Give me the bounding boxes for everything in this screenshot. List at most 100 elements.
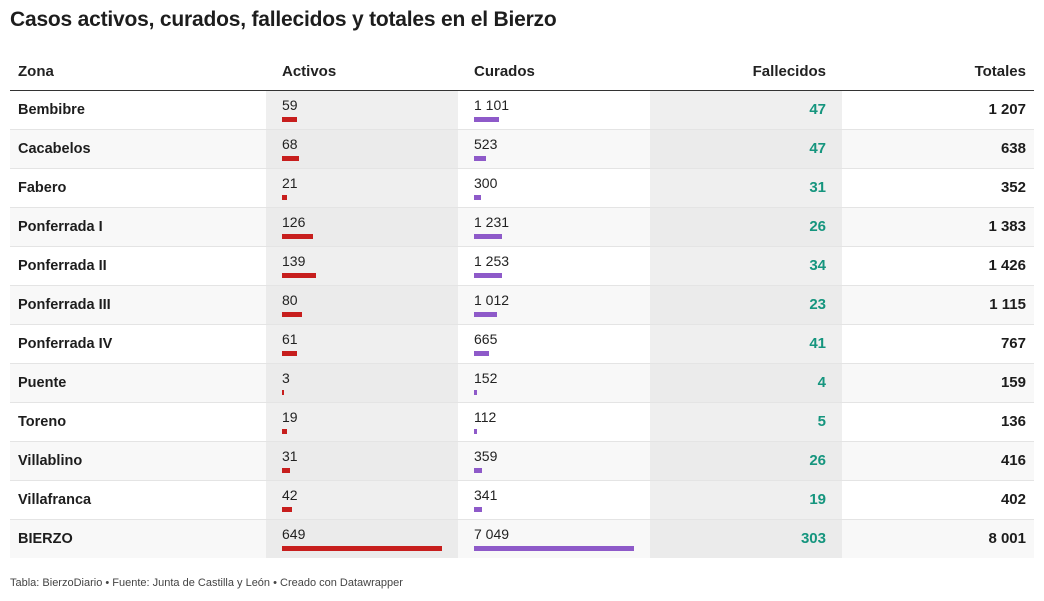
zona-label: Ponferrada I [18, 219, 103, 235]
activos-value: 126 [282, 214, 306, 230]
cell-zona: Bembibre [10, 91, 266, 129]
table-row: Bembibre 59 1 101 47 1 207 [10, 91, 1034, 130]
data-table: Zona Activos Curados Fallecidos Totales … [10, 54, 1034, 558]
cell-activos: 21 [266, 169, 458, 207]
table-row: Villablino 31 359 26 416 [10, 442, 1034, 481]
header-totales[interactable]: Totales [974, 63, 1026, 80]
cell-curados: 359 [458, 442, 650, 480]
curados-bar [474, 351, 489, 356]
header-fallecidos[interactable]: Fallecidos [752, 63, 826, 80]
fallecidos-value: 26 [809, 452, 826, 469]
curados-bar [474, 156, 486, 161]
source-footer: Tabla: BierzoDiario • Fuente: Junta de C… [10, 577, 403, 589]
cell-activos: 126 [266, 208, 458, 246]
cell-activos: 68 [266, 130, 458, 168]
cell-fallecidos: 303 [650, 520, 842, 558]
header-activos[interactable]: Activos [282, 63, 337, 80]
curados-value: 1 231 [474, 214, 510, 230]
zona-label: Toreno [18, 414, 67, 430]
cell-fallecidos: 41 [650, 325, 842, 363]
cell-fallecidos: 5 [650, 403, 842, 441]
zona-label: Ponferrada II [18, 258, 107, 274]
cell-curados: 1 253 [458, 247, 650, 285]
activos-value: 19 [282, 409, 298, 425]
cell-activos: 649 [266, 520, 458, 558]
activos-value: 3 [282, 370, 290, 386]
totales-value: 402 [1000, 491, 1026, 508]
fallecidos-value: 23 [809, 296, 826, 313]
header-curados[interactable]: Curados [474, 63, 535, 80]
curados-value: 359 [474, 448, 498, 464]
cell-curados: 1 012 [458, 286, 650, 324]
curados-value: 7 049 [474, 526, 510, 542]
curados-bar [474, 234, 502, 239]
header-zona[interactable]: Zona [18, 63, 54, 80]
chart-title: Casos activos, curados, fallecidos y tot… [10, 8, 557, 31]
cell-fallecidos: 23 [650, 286, 842, 324]
zona-label: BIERZO [18, 531, 73, 547]
zona-label: Fabero [18, 180, 67, 196]
cell-activos: 3 [266, 364, 458, 402]
activos-value: 21 [282, 175, 298, 191]
table-row: Fabero 21 300 31 352 [10, 169, 1034, 208]
activos-bar [282, 195, 287, 200]
cell-activos: 42 [266, 481, 458, 519]
cell-totales: 1 426 [842, 247, 1034, 285]
cell-zona: Villafranca [10, 481, 266, 519]
curados-bar [474, 429, 477, 434]
curados-value: 665 [474, 331, 498, 347]
cell-zona: Toreno [10, 403, 266, 441]
activos-bar [282, 156, 299, 161]
curados-bar [474, 390, 477, 395]
cell-fallecidos: 47 [650, 91, 842, 129]
zona-label: Ponferrada III [18, 297, 111, 313]
cell-activos: 19 [266, 403, 458, 441]
curados-value: 523 [474, 136, 498, 152]
activos-value: 61 [282, 331, 298, 347]
cell-curados: 341 [458, 481, 650, 519]
cell-fallecidos: 26 [650, 442, 842, 480]
cell-curados: 7 049 [458, 520, 650, 558]
fallecidos-value: 34 [809, 257, 826, 274]
curados-value: 1 253 [474, 253, 510, 269]
fallecidos-value: 4 [817, 374, 826, 391]
curados-bar [474, 117, 499, 122]
totales-value: 1 115 [989, 296, 1026, 313]
fallecidos-value: 31 [809, 179, 826, 196]
fallecidos-value: 303 [800, 530, 826, 547]
totales-value: 638 [1000, 140, 1026, 157]
table-row: Cacabelos 68 523 47 638 [10, 130, 1034, 169]
activos-bar [282, 273, 316, 278]
curados-value: 300 [474, 175, 498, 191]
activos-value: 139 [282, 253, 306, 269]
table-row: Ponferrada I 126 1 231 26 1 383 [10, 208, 1034, 247]
zona-label: Puente [18, 375, 67, 391]
cell-zona: Ponferrada II [10, 247, 266, 285]
cell-zona: Ponferrada III [10, 286, 266, 324]
curados-value: 112 [474, 409, 497, 425]
fallecidos-value: 19 [809, 491, 826, 508]
curados-bar [474, 546, 634, 551]
activos-value: 42 [282, 487, 298, 503]
cell-fallecidos: 26 [650, 208, 842, 246]
cell-curados: 523 [458, 130, 650, 168]
fallecidos-value: 26 [809, 218, 826, 235]
activos-value: 80 [282, 292, 298, 308]
table-header: Zona Activos Curados Fallecidos Totales [10, 54, 1034, 91]
table-row: Ponferrada II 139 1 253 34 1 426 [10, 247, 1034, 286]
cell-zona: Villablino [10, 442, 266, 480]
curados-bar [474, 468, 482, 473]
activos-bar [282, 390, 284, 395]
cell-curados: 300 [458, 169, 650, 207]
fallecidos-value: 47 [809, 140, 826, 157]
cell-zona: BIERZO [10, 520, 266, 558]
cell-totales: 1 207 [842, 91, 1034, 129]
zona-label: Villafranca [18, 492, 92, 508]
fallecidos-value: 41 [809, 335, 826, 352]
cell-activos: 59 [266, 91, 458, 129]
cell-totales: 1 383 [842, 208, 1034, 246]
cell-totales: 159 [842, 364, 1034, 402]
cell-activos: 139 [266, 247, 458, 285]
activos-value: 59 [282, 97, 298, 113]
curados-bar [474, 195, 481, 200]
